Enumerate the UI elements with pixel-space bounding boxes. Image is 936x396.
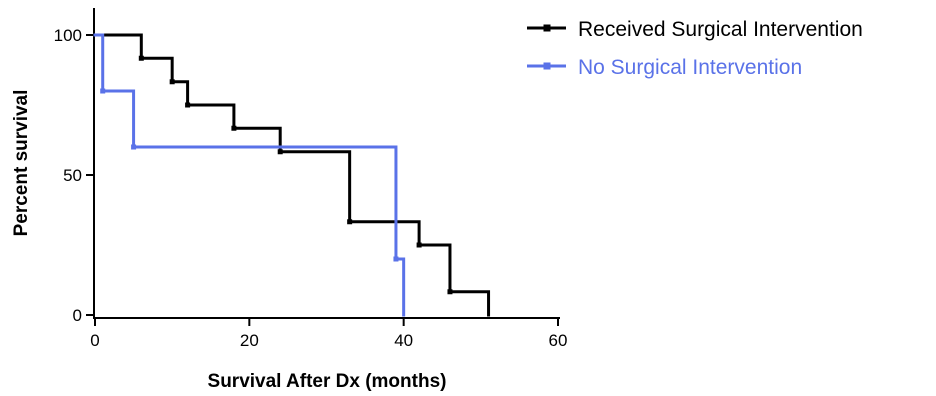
- legend-marker: [543, 62, 551, 70]
- event-marker: [393, 256, 399, 262]
- event-marker: [277, 149, 283, 155]
- x-tick-label: 40: [394, 331, 413, 350]
- series-line-1: [93, 33, 406, 317]
- event-marker: [185, 102, 191, 108]
- legend-marker: [543, 24, 551, 32]
- x-tick-label: 0: [90, 331, 99, 350]
- y-tick-label: 0: [73, 306, 82, 325]
- y-tick-label: 50: [63, 166, 82, 185]
- legend-label: No Surgical Intervention: [578, 56, 802, 79]
- event-marker: [231, 125, 237, 131]
- event-marker: [169, 79, 175, 85]
- x-axis-title: Survival After Dx (months): [208, 371, 447, 392]
- axes: 0 20 40 60 0 50 100 Survival After Dx (months) P…: [11, 8, 567, 392]
- legend: Received Surgical Intervention No Surgica…: [527, 18, 863, 79]
- event-marker: [131, 144, 137, 150]
- plot-area: [93, 33, 491, 317]
- event-marker: [347, 219, 353, 225]
- y-tick-label: 100: [54, 26, 82, 45]
- event-marker: [138, 55, 144, 61]
- event-marker: [447, 289, 453, 295]
- x-tick-label: 60: [549, 331, 568, 350]
- event-marker: [416, 242, 422, 248]
- legend-label: Received Surgical Intervention: [578, 18, 863, 41]
- y-axis-title: Percent survival: [11, 90, 32, 237]
- x-tick-label: 20: [240, 331, 259, 350]
- event-marker: [100, 88, 106, 94]
- series-line-0: [93, 33, 491, 317]
